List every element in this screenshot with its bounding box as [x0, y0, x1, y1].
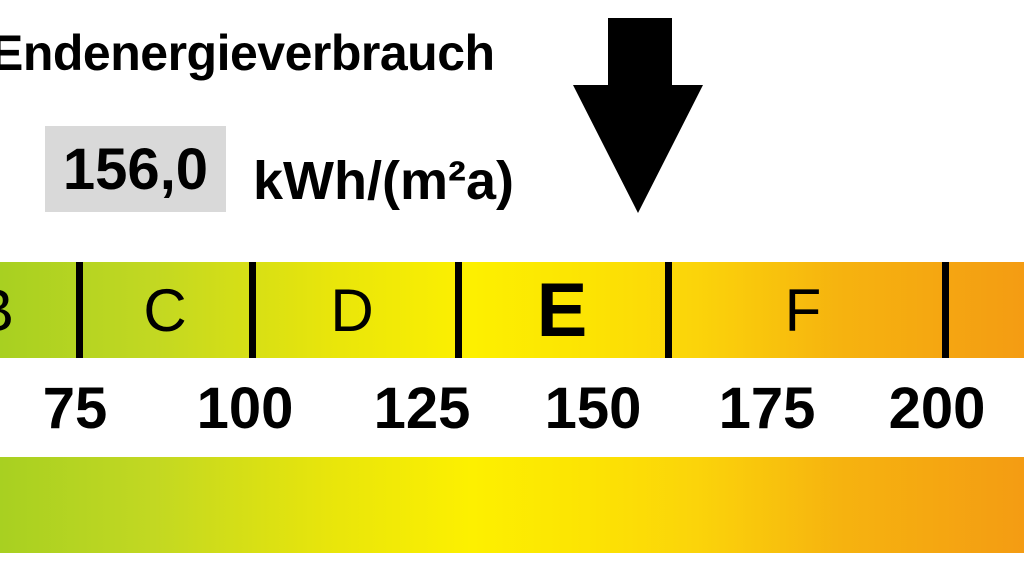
- value-box: 156,0: [45, 126, 226, 212]
- tick-75: 75: [42, 375, 108, 441]
- class-label-e-highlighted: E: [536, 267, 588, 353]
- class-divider: [76, 262, 83, 358]
- tick-200: 200: [888, 375, 986, 441]
- value-marker-arrow-icon: [573, 18, 703, 213]
- class-divider: [942, 262, 949, 358]
- class-divider: [455, 262, 462, 358]
- tick-150: 150: [544, 375, 642, 441]
- tick-100: 100: [196, 375, 294, 441]
- class-label-f: F: [784, 276, 822, 344]
- class-band: B C D E F: [0, 262, 1024, 358]
- tick-125: 125: [373, 375, 471, 441]
- class-label-b: B: [0, 262, 14, 358]
- class-label-d: D: [330, 276, 374, 344]
- figure-title: Endenergieverbrauch: [0, 25, 495, 81]
- unit-label: kWh/(m²a): [253, 151, 514, 211]
- tick-175: 175: [718, 375, 816, 441]
- class-label-c: C: [143, 276, 187, 344]
- class-divider: [665, 262, 672, 358]
- class-divider: [249, 262, 256, 358]
- value-text: 156,0: [62, 136, 209, 202]
- gradient-band: [0, 457, 1024, 553]
- down-arrow-shape: [573, 18, 703, 213]
